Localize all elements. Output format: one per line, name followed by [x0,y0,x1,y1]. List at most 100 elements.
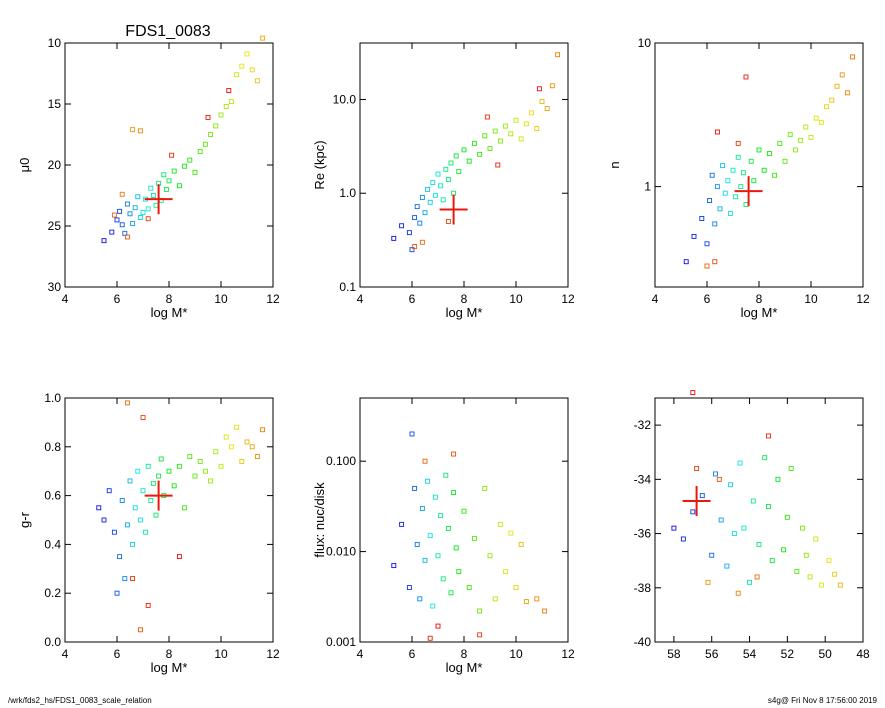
data-point [114,217,120,223]
y-tick-label: 1.0 [339,186,356,200]
data-point [497,521,503,527]
data-point [140,210,146,216]
x-axis-label: log M* [151,660,188,675]
data-point [748,158,754,164]
data-point [542,608,548,614]
data-point [117,554,123,560]
data-point [187,454,193,460]
data-point [704,241,710,247]
data-point [453,545,459,551]
data-point [471,535,477,541]
data-point [244,439,250,445]
footer-left: /wrk/fds2_hs/FDS1_0083_scale_relation [8,696,152,705]
data-point [555,52,561,58]
data-point [803,552,809,558]
data-point [163,186,169,192]
data-point [114,590,120,596]
data-point [161,172,167,178]
x-tick-label: 10 [804,292,818,306]
data-point [781,547,787,553]
data-point [119,498,125,503]
data-point [740,170,746,176]
x-tick-label: 8 [166,647,173,661]
data-point [137,215,143,220]
panel-flux-vs-logmass: 4 6 8 10 12 0.001 0.010 0.100 log M* flux: nuc/di… [312,397,575,675]
data-point [699,216,705,221]
data-point [419,195,425,200]
data-point [787,132,793,138]
data-point [766,151,772,156]
data-point [735,140,741,146]
data-point [111,529,117,535]
data-point [850,54,856,60]
data-point [756,147,762,153]
y-tick-label: 0.6 [44,489,61,503]
data-point [234,72,240,78]
data-point [518,136,524,142]
data-point [466,585,472,591]
data-point [722,190,728,196]
x-tick-label: 6 [704,292,711,306]
data-point [117,208,123,214]
data-point [751,178,757,184]
data-point [124,522,130,528]
y-tick-label: -36 [634,527,652,541]
data-point [766,433,771,439]
x-tick-label: 10 [214,292,228,306]
data-point [750,498,756,504]
data-point [226,88,232,94]
data-point [451,451,457,457]
plot-frame [654,42,864,288]
y-axis-label: μ0 [17,158,32,173]
data-point [130,576,136,582]
data-point [691,233,697,239]
data-point [239,63,245,69]
data-point [150,193,156,198]
x-tick-label: 4 [62,292,69,306]
data-point [539,99,545,104]
data-point [453,153,459,159]
data-point [529,110,535,116]
data-point [456,569,462,575]
data-point [738,184,744,190]
panel-coords: 58 56 54 52 50 48 -40 -38 -36 -34 -32 [634,390,870,661]
data-point [406,230,412,236]
data-point [834,83,840,89]
x-tick-label: 4 [652,292,659,306]
data-point [818,582,824,588]
data-point [544,106,550,111]
panel-n-vs-logmass: 4 6 8 10 12 1 10 log M* n [607,36,870,320]
data-point [135,194,141,200]
data-point [435,171,441,177]
data-point [427,635,433,641]
data-point [484,114,490,120]
data-point [205,114,211,120]
data-point [800,525,805,531]
data-point [156,473,162,479]
plot-frame [359,42,569,288]
data-point [427,533,433,539]
data-point [425,186,431,192]
data-point [497,138,503,144]
data-point [482,133,488,139]
data-point [775,476,781,482]
panel-gr-vs-logmass: 4 6 8 10 12 0.0 0.2 0.4 0.6 0.8 1.0 log M* g-r [17,391,280,675]
data-point [150,480,156,486]
x-tick-label: 6 [409,292,416,306]
data-point [443,166,449,172]
x-tick-label: 12 [856,292,870,306]
data-point [406,585,412,591]
data-point [182,163,188,169]
data-point [197,149,203,155]
y-tick-label: 1.0 [44,391,61,405]
x-tick-label: 12 [561,292,575,306]
data-point [731,531,737,537]
data-point [503,123,509,129]
data-point [249,444,255,450]
data-point [445,177,451,182]
data-point [756,541,762,547]
data-point [427,199,433,205]
data-point [705,579,711,585]
data-point [777,140,783,146]
